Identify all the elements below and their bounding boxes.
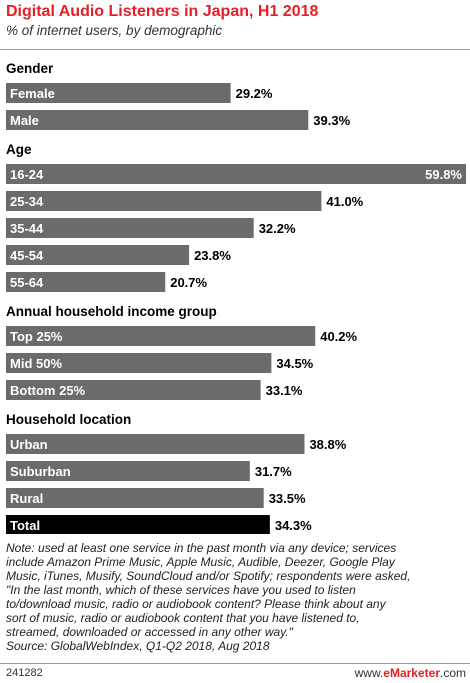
- bar: [6, 488, 264, 508]
- note-line: to/download music, radio or audiobook co…: [6, 597, 386, 611]
- bar: [6, 326, 316, 346]
- bar: [6, 245, 190, 265]
- note-line: streamed, downloaded or accessed in any …: [6, 625, 293, 639]
- bar: [6, 434, 305, 454]
- chart-note: Note: used at least one service in the p…: [6, 541, 466, 653]
- chart-title: Digital Audio Listeners in Japan, H1 201…: [6, 3, 319, 20]
- bar-category-label: Top 25%: [10, 329, 63, 344]
- bar-category-label: 35-44: [10, 221, 44, 236]
- bar-value-label: 41.0%: [326, 194, 363, 209]
- bar-value-label: 39.3%: [313, 113, 350, 128]
- bar-value-label: 23.8%: [194, 248, 231, 263]
- bar-category-label: Suburban: [10, 464, 71, 479]
- bar-category-label: Total: [10, 518, 40, 533]
- bar: [6, 83, 231, 103]
- bar: [6, 110, 309, 130]
- bar-value-label: 31.7%: [255, 464, 292, 479]
- brand-prefix: www.: [354, 666, 384, 680]
- bar: [6, 272, 166, 292]
- bar-category-label: Male: [10, 113, 39, 128]
- bar: [6, 461, 250, 481]
- note-line: Source: GlobalWebIndex, Q1-Q2 2018, Aug …: [6, 639, 270, 653]
- bar-chart: Gender Female 29.2% Male 39.3% Age 16-24 59.8% 2…: [6, 61, 466, 534]
- group-heading: Annual household income group: [6, 304, 217, 319]
- bar-category-label: 25-34: [10, 194, 44, 209]
- note-line: Music, iTunes, Musify, SoundCloud and/or…: [6, 569, 411, 583]
- bar-value-label: 34.3%: [275, 518, 312, 533]
- bar-category-label: 16-24: [10, 167, 44, 182]
- bar-value-label: 29.2%: [236, 86, 273, 101]
- bar-value-label: 59.8%: [425, 167, 462, 182]
- brand-suffix: .com: [439, 666, 466, 680]
- bar-value-label: 40.2%: [320, 329, 357, 344]
- note-line: sort of music, radio or audiobook conten…: [6, 611, 360, 625]
- brand-logo: www.eMarketer.com: [355, 666, 466, 680]
- group-heading: Household location: [6, 412, 131, 427]
- bottom-divider: [0, 663, 470, 664]
- chart-id: 241282: [6, 667, 43, 679]
- bar-value-label: 32.2%: [259, 221, 296, 236]
- note-line: include Amazon Prime Music, Apple Music,…: [6, 555, 395, 569]
- bar-value-label: 33.1%: [266, 383, 303, 398]
- bar: [6, 380, 261, 400]
- brand-name: eMarketer: [383, 666, 440, 680]
- bar-category-label: Mid 50%: [10, 356, 62, 371]
- note-line: "In the last month, which of these servi…: [6, 583, 356, 597]
- bar-category-label: Rural: [10, 491, 43, 506]
- bar: [6, 218, 254, 238]
- top-divider: [0, 49, 470, 50]
- bar-category-label: Urban: [10, 437, 48, 452]
- bar-value-label: 34.5%: [276, 356, 313, 371]
- bar-category-label: 45-54: [10, 248, 44, 263]
- bar-value-label: 33.5%: [269, 491, 306, 506]
- chart-subtitle: % of internet users, by demographic: [6, 23, 223, 38]
- bar-category-label: Bottom 25%: [10, 383, 86, 398]
- bar: [6, 191, 322, 211]
- group-heading: Age: [6, 142, 32, 157]
- total-bar: [6, 515, 270, 534]
- note-line: Note: used at least one service in the p…: [6, 541, 397, 555]
- bar-value-label: 20.7%: [170, 275, 207, 290]
- bar: [6, 353, 272, 373]
- group-heading: Gender: [6, 61, 54, 76]
- bar-value-label: 38.8%: [309, 437, 346, 452]
- bar: [6, 164, 466, 184]
- bar-category-label: Female: [10, 86, 55, 101]
- bar-category-label: 55-64: [10, 275, 44, 290]
